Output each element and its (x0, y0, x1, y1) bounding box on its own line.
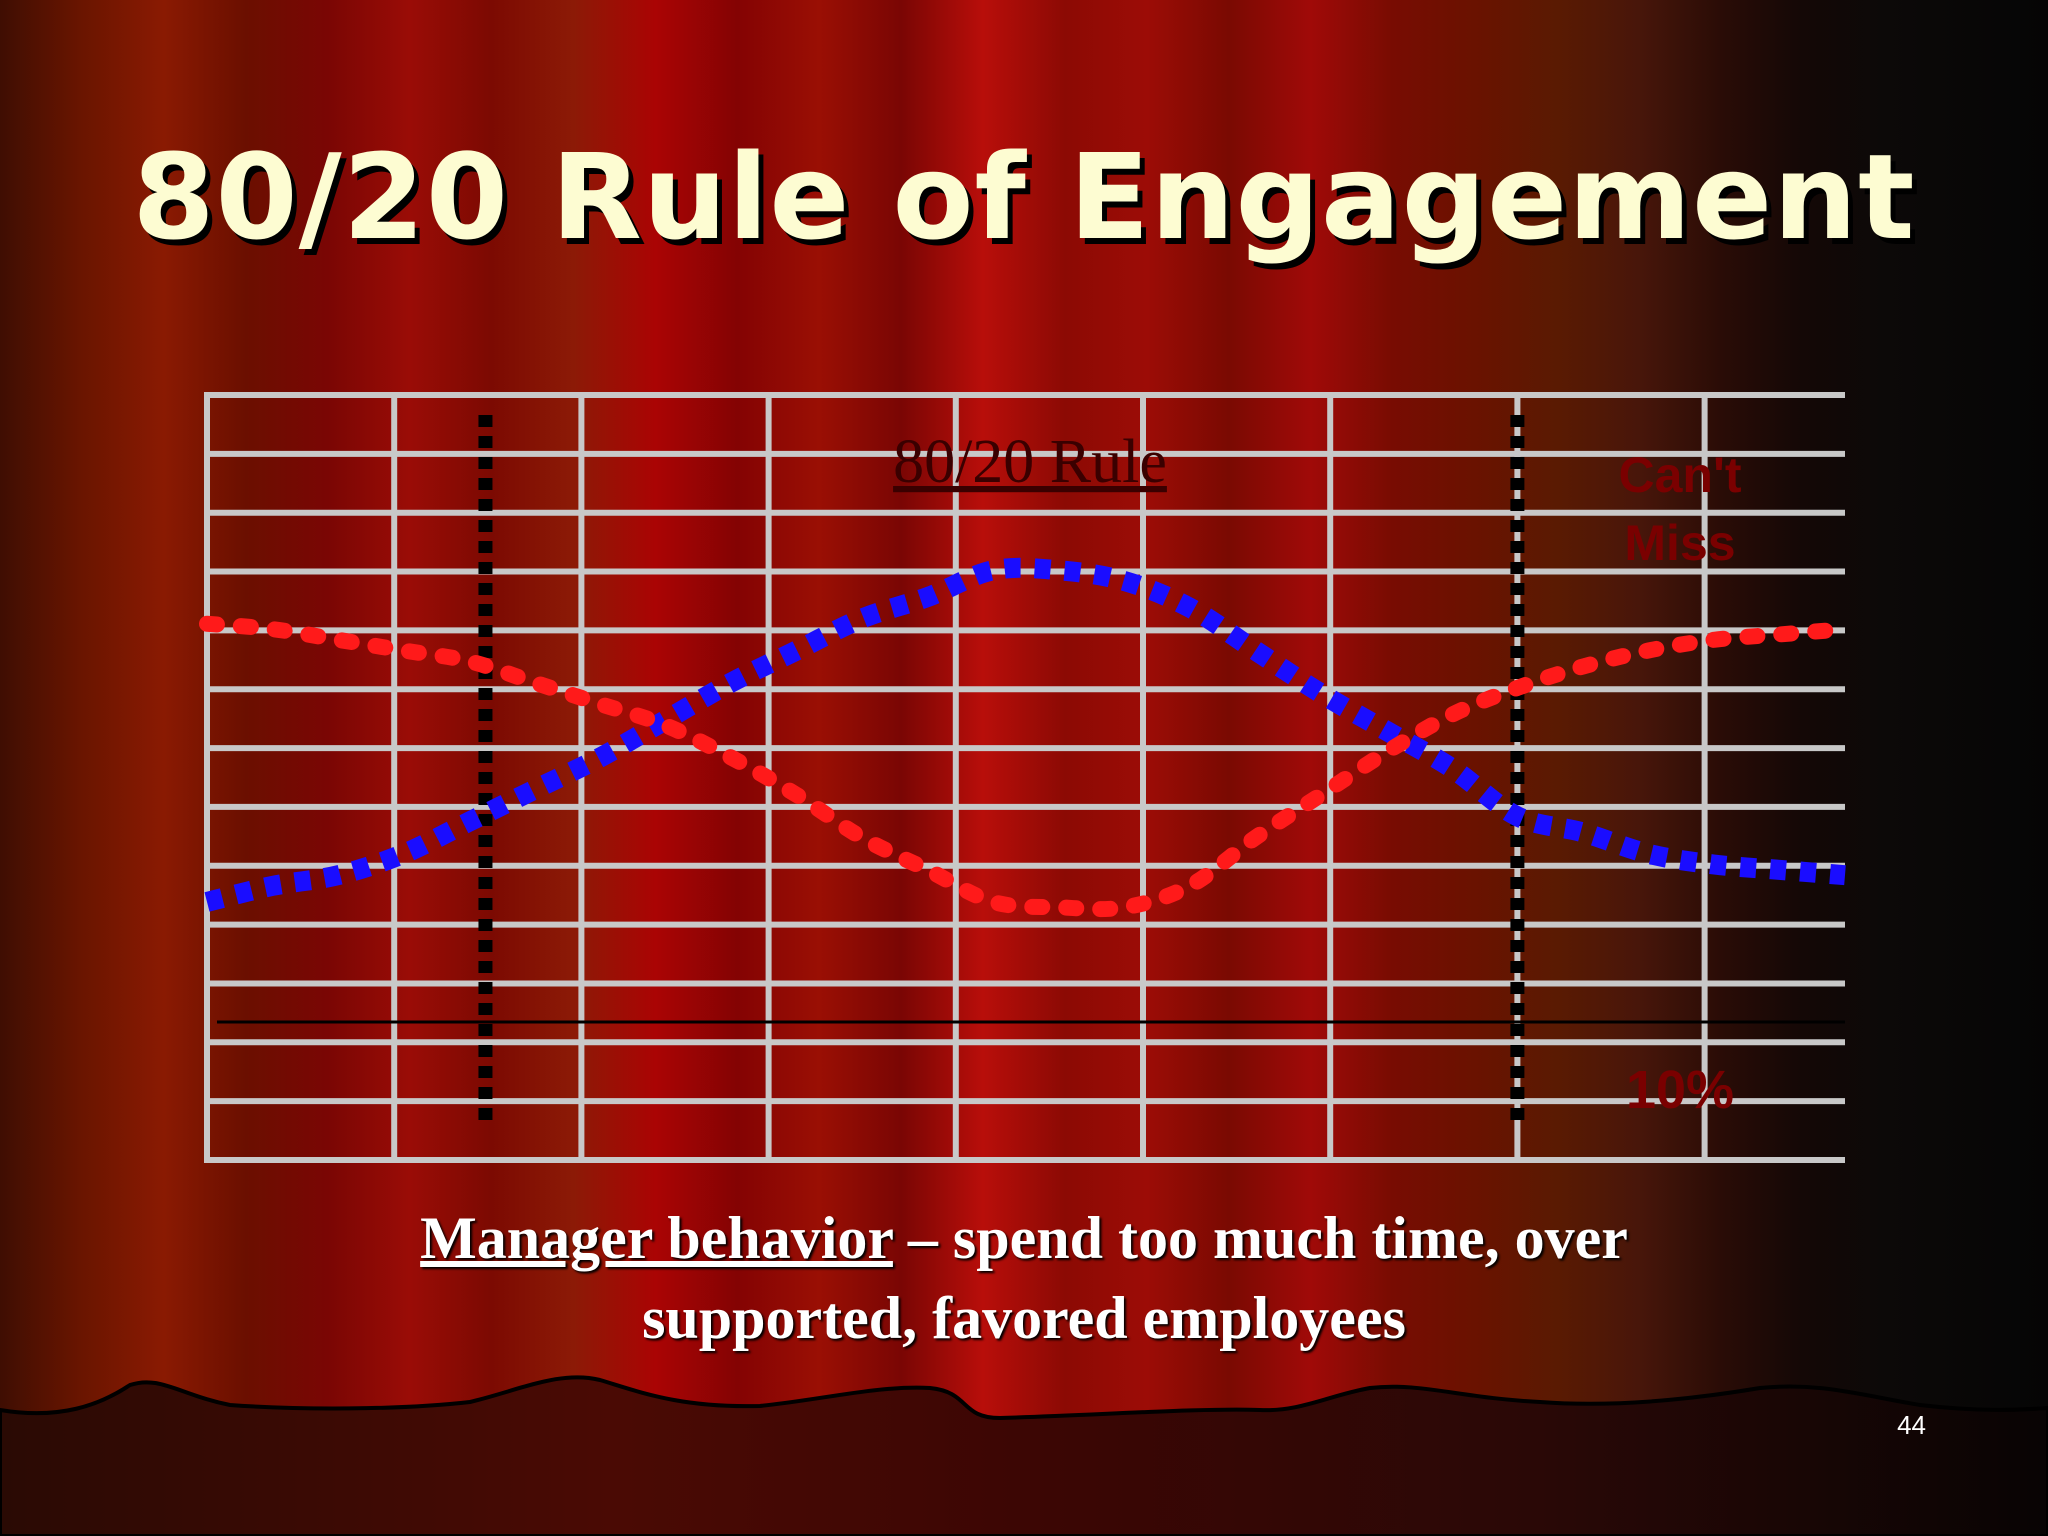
chart-annotation-ten-percent: 10% (1626, 1060, 1734, 1120)
chart-annotation-miss: Miss (1624, 515, 1735, 571)
chart-series (199, 557, 1853, 918)
chart: 80/20 Rule Can't Miss 10% (199, 392, 1853, 1163)
caption-emphasis: Manager behavior (420, 1205, 893, 1271)
chart-dividers (478, 415, 1525, 1125)
series-line-red (199, 615, 1853, 918)
caption-line1-rest: – spend too much time, over (892, 1205, 1628, 1271)
series-line-blue (204, 557, 1846, 912)
slide-number: 44 (1897, 1410, 1926, 1440)
slide-title: 80/20 Rule of Engagement (132, 128, 1916, 266)
caption-line2: supported, favored employees (642, 1285, 1406, 1351)
slide-caption: Manager behavior – spend too much time, … (0, 1198, 2048, 1358)
chart-annotation-cant: Can't (1619, 447, 1742, 503)
chart-grid (204, 392, 1845, 1163)
chart-labels: 80/20 Rule Can't Miss 10% (893, 428, 1742, 1120)
chart-title: 80/20 Rule (893, 428, 1167, 496)
